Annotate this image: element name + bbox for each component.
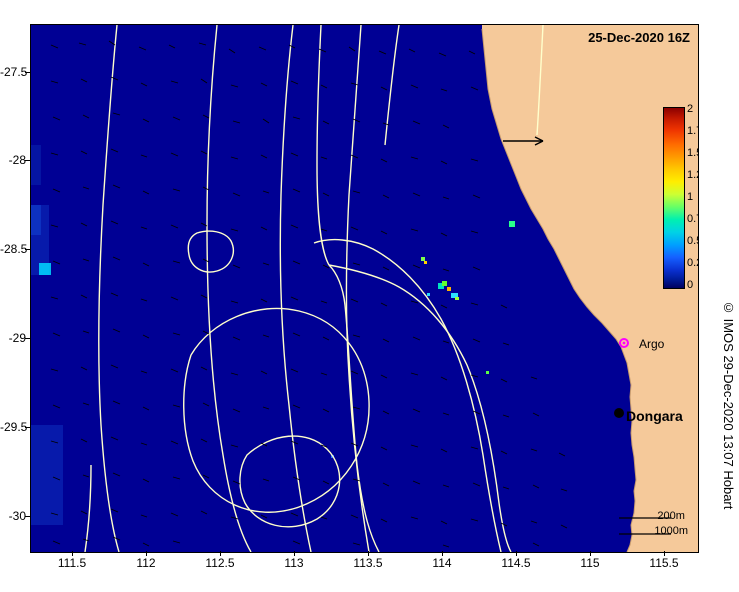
colorbar-tick-1: 1 [687, 191, 694, 203]
ytickmark [25, 338, 30, 339]
velocity-reference-arrow [503, 136, 544, 146]
xtick-115: 115 [580, 556, 600, 570]
ytickmark [25, 72, 30, 73]
depth-scale-legend: 200m 1000m [654, 510, 688, 538]
xtickmark [220, 551, 221, 556]
ytickmark [25, 427, 30, 428]
ytick-29: -29 [8, 331, 26, 345]
colorbar-tick-2: 2 [687, 103, 694, 115]
colorbar-tick-05: 0.5 [687, 235, 698, 247]
ytick-28: -28 [8, 153, 26, 167]
scale-label-1000m: 1000m [654, 525, 688, 537]
ytick-30: -30 [8, 509, 26, 523]
timestamp-label: 25-Dec-2020 16Z [588, 30, 690, 45]
coastline-land [31, 25, 698, 552]
argo-label: Argo [639, 337, 665, 351]
ytick-27-5: -27.5 [0, 65, 28, 79]
current-vector-arrows [50, 40, 671, 548]
xtick-111-5: 111.5 [57, 556, 87, 570]
colorbar-tick-125: 1.25 [687, 169, 698, 181]
ytickmark [25, 160, 30, 161]
colorbar-tick-075: 0.75 [687, 213, 698, 225]
bathymetry-contours [84, 25, 544, 552]
scale-label-200m: 200m [657, 510, 685, 522]
map-plot-area[interactable]: 25-Dec-2020 16Z NRT00 GSL 25-Dec 18:00Z … [30, 24, 699, 553]
place-label-dongara: Dongara [626, 408, 683, 424]
xtickmark [590, 551, 591, 556]
xtickmark [146, 551, 147, 556]
xtickmark [442, 551, 443, 556]
ytick-28-5: -28.5 [0, 242, 28, 256]
ytickmark [25, 249, 30, 250]
ytickmark [25, 516, 30, 517]
xtickmark [516, 551, 517, 556]
colorbar-tick-025: 0.25 [687, 257, 698, 269]
ytick-29-5: -29.5 [0, 420, 28, 434]
xtickmark [294, 551, 295, 556]
colorbar-tick-0: 0 [687, 279, 694, 291]
colorbar-gradient [663, 107, 685, 289]
colorbar-tick-15: 1.5 [687, 147, 698, 159]
town-marker [614, 408, 624, 418]
xtick-113-5: 113.5 [353, 556, 383, 570]
copyright-credit: © IMOS 29-Dec-2020 13:07 Hobart [721, 300, 736, 510]
xtick-113: 113 [284, 556, 304, 570]
xtick-114-5: 114.5 [501, 556, 531, 570]
xtickmark [368, 551, 369, 556]
xtick-112: 112 [136, 556, 156, 570]
xtick-115-5: 115.5 [649, 556, 679, 570]
colorbar-tick-175: 1.75 [687, 125, 698, 137]
argo-marker [619, 338, 629, 348]
xtickmark [664, 551, 665, 556]
xtick-114: 114 [432, 556, 452, 570]
xtickmark [72, 551, 73, 556]
xtick-112-5: 112.5 [205, 556, 235, 570]
